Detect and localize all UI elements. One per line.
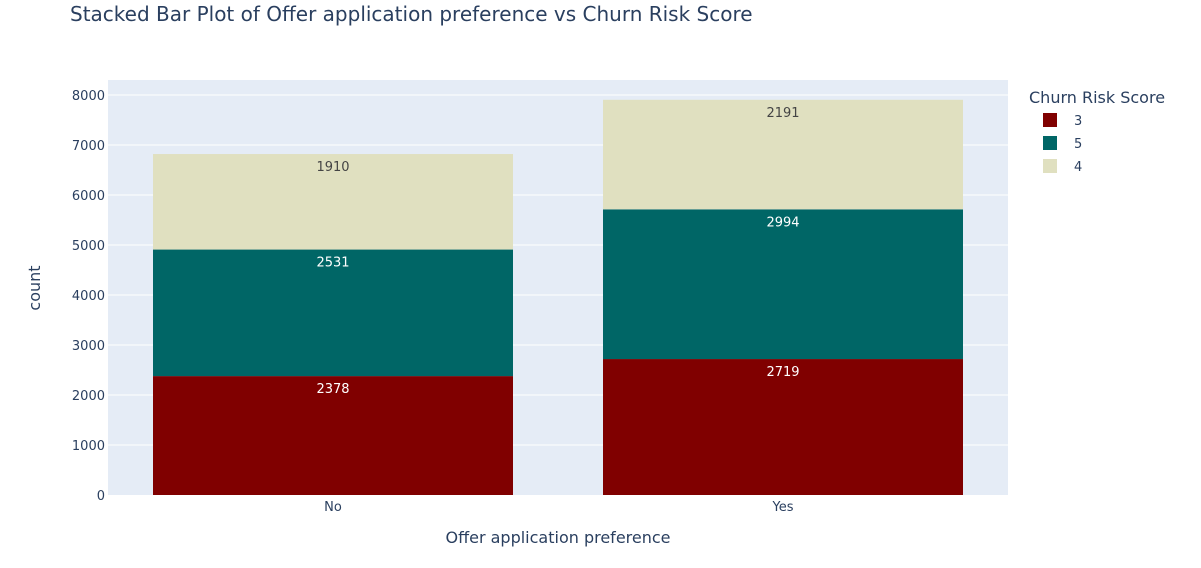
legend: Churn Risk Score 3 5 4: [1029, 88, 1165, 175]
y-tick-label: 0: [97, 489, 105, 504]
x-tick-label: No: [324, 500, 342, 515]
legend-item[interactable]: 3: [1043, 113, 1082, 129]
chart-title: Stacked Bar Plot of Offer application pr…: [70, 2, 753, 26]
y-tick-label: 5000: [72, 239, 105, 254]
legend-swatch: [1043, 113, 1057, 127]
legend-label: 3: [1074, 114, 1082, 129]
legend-label: 4: [1074, 160, 1082, 175]
legend-title: Churn Risk Score: [1029, 88, 1165, 107]
bar-value-label: 2531: [316, 256, 349, 271]
bar-segment: [153, 376, 513, 495]
bar-segment: [153, 154, 513, 250]
bar-labels: 2378 2531 1910 2719 2994 2191: [316, 106, 799, 397]
bars: [153, 99, 963, 495]
legend-item[interactable]: 4: [1043, 159, 1082, 175]
y-tick-label: 1000: [72, 439, 105, 454]
bar-value-label: 2191: [766, 106, 799, 121]
x-axis-ticks: No Yes: [324, 500, 794, 515]
y-axis-title: count: [25, 265, 44, 310]
legend-swatch: [1043, 159, 1057, 173]
bar-value-label: 2719: [766, 365, 799, 380]
bar-value-label: 2994: [766, 215, 799, 230]
y-axis-ticks: 0 1000 2000 3000 4000 5000 6000 7000 8000: [72, 89, 105, 504]
bar-value-label: 1910: [316, 160, 349, 175]
x-axis-title: Offer application preference: [445, 528, 670, 547]
legend-item[interactable]: 5: [1043, 136, 1082, 152]
y-tick-label: 2000: [72, 389, 105, 404]
y-tick-label: 8000: [72, 89, 105, 104]
y-tick-label: 4000: [72, 289, 105, 304]
legend-swatch: [1043, 136, 1057, 150]
bar-segment: [603, 359, 963, 495]
x-tick-label: Yes: [772, 500, 794, 515]
bar-value-label: 2378: [316, 382, 349, 397]
y-tick-label: 6000: [72, 189, 105, 204]
legend-label: 5: [1074, 137, 1082, 152]
bar-segment: [603, 209, 963, 360]
bar-segment: [153, 249, 513, 377]
bar-segment: [603, 99, 963, 210]
y-tick-label: 3000: [72, 339, 105, 354]
y-tick-label: 7000: [72, 139, 105, 154]
